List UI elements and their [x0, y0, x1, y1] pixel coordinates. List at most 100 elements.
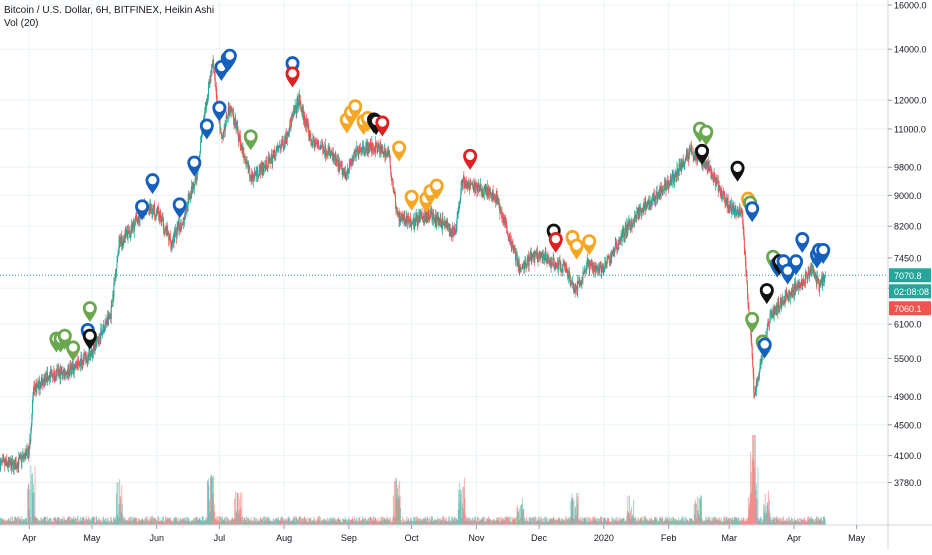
marker-pin-hole — [792, 257, 800, 265]
candle-body — [656, 195, 657, 199]
y-tick-label: 9000.0 — [894, 191, 922, 201]
y-tick-label: 12000.0 — [894, 96, 927, 106]
candle-body — [78, 359, 79, 362]
candle-body — [590, 260, 591, 263]
candle-body — [568, 277, 569, 279]
candle-body — [778, 302, 779, 306]
trade-marker[interactable] — [375, 116, 389, 137]
marker-pin-hole — [190, 158, 198, 166]
candle-body — [274, 150, 275, 159]
volume-bar — [757, 467, 758, 525]
trade-marker[interactable] — [760, 283, 774, 304]
trade-marker[interactable] — [187, 156, 201, 177]
marker-pin-hole — [761, 340, 769, 348]
marker-pin-hole — [138, 202, 146, 210]
candle-body — [356, 152, 357, 157]
candle-body — [747, 282, 748, 294]
trade-marker[interactable] — [699, 125, 713, 146]
marker-pin-hole — [552, 235, 560, 243]
candle-body — [257, 168, 258, 177]
y-tick-label: 16000.0 — [894, 1, 927, 11]
trade-marker[interactable] — [570, 239, 584, 260]
candle-body — [223, 131, 224, 136]
y-tick-label: 5500.0 — [894, 354, 922, 364]
marker-pin-hole — [585, 237, 593, 245]
candle-body — [154, 205, 155, 215]
candle-body — [783, 300, 784, 303]
marker-pin-hole — [69, 343, 77, 351]
x-tick-label: Jul — [214, 533, 226, 543]
candle-body — [185, 214, 186, 218]
candle-body — [208, 88, 209, 97]
y-tick-label: 11000.0 — [894, 125, 926, 135]
candle-body — [117, 257, 118, 262]
candle-body — [213, 63, 214, 69]
trade-marker[interactable] — [745, 312, 759, 333]
trade-marker[interactable] — [83, 301, 97, 322]
candle-body — [215, 77, 216, 87]
y-tick-label: 4900.0 — [894, 392, 922, 402]
candle-body — [13, 461, 14, 462]
marker-pin-hole — [148, 176, 156, 184]
candle-body — [390, 165, 391, 172]
trade-marker[interactable] — [582, 234, 596, 255]
candle-body — [412, 222, 413, 223]
candle-body — [176, 229, 177, 235]
candle-body — [382, 147, 383, 151]
trade-marker[interactable] — [463, 149, 477, 170]
candle-body — [748, 294, 749, 304]
x-tick-label: May — [83, 533, 101, 543]
marker-pin-hole — [572, 241, 580, 249]
last-price-label: 7070.8 — [894, 271, 922, 281]
trade-marker[interactable] — [405, 190, 419, 211]
trade-marker[interactable] — [286, 66, 300, 87]
trade-marker[interactable] — [795, 232, 809, 253]
trade-marker[interactable] — [758, 337, 772, 358]
trade-marker[interactable] — [212, 101, 226, 122]
candle-body — [200, 141, 201, 151]
trade-marker[interactable] — [745, 201, 759, 222]
marker-pin-hole — [798, 235, 806, 243]
marker-pin-hole — [351, 102, 359, 110]
candle-body — [269, 158, 270, 163]
trade-marker[interactable] — [392, 141, 406, 162]
y-tick-label: 4500.0 — [894, 420, 922, 430]
trade-marker[interactable] — [146, 173, 160, 194]
y-tick-label: 6100.0 — [894, 320, 922, 330]
trade-marker[interactable] — [244, 129, 258, 150]
candle-body — [249, 169, 250, 177]
marker-pin-hole — [733, 164, 741, 172]
marker-pin-hole — [784, 266, 792, 274]
candle-body — [491, 195, 492, 197]
marker-pin-hole — [288, 59, 296, 67]
marker-pin-hole — [226, 51, 234, 59]
candle-body — [336, 158, 337, 161]
candle-body — [744, 249, 745, 251]
marker-pin-hole — [61, 331, 69, 339]
candle-body — [457, 217, 458, 224]
volume-bar — [825, 520, 826, 525]
trade-marker[interactable] — [731, 161, 745, 182]
candle-body — [607, 258, 608, 260]
marker-pin-hole — [395, 143, 403, 151]
candle-body — [400, 212, 401, 219]
y-tick-label: 8200.0 — [894, 222, 922, 232]
candle-body — [652, 199, 653, 203]
volume-bar — [34, 466, 35, 525]
trade-marker[interactable] — [549, 232, 563, 253]
marker-pin-hole — [288, 69, 296, 77]
countdown-label: 02:08:08 — [894, 287, 929, 297]
volume-bar — [30, 466, 31, 525]
x-tick-label: Jun — [149, 533, 164, 543]
marker-pin-hole — [247, 132, 255, 140]
candle-body — [226, 116, 227, 124]
marker-pin-hole — [86, 304, 94, 312]
marker-pin-hole — [215, 104, 223, 112]
candle-body — [283, 143, 284, 148]
y-tick-label: 4100.0 — [894, 451, 922, 461]
candle-body — [53, 374, 54, 381]
marker-pin-hole — [175, 200, 183, 208]
candle-body — [362, 145, 363, 152]
